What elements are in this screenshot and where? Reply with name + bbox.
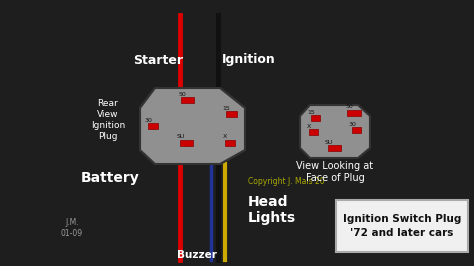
Text: Buzzer: Buzzer [177, 250, 217, 260]
Text: View Looking at
Face of Plug: View Looking at Face of Plug [296, 161, 374, 183]
Text: 15: 15 [307, 110, 315, 114]
Bar [182, 97, 194, 103]
Polygon shape [140, 88, 245, 164]
Text: SU: SU [177, 135, 185, 139]
Text: 50: 50 [178, 92, 186, 97]
Text: Head
Lights: Head Lights [248, 195, 296, 225]
Bar [328, 145, 341, 151]
Text: Rear
View
Ignition
Plug: Rear View Ignition Plug [91, 99, 125, 141]
Text: 15: 15 [222, 106, 230, 110]
Polygon shape [140, 88, 245, 164]
Text: Copyright J. Mais 20: Copyright J. Mais 20 [248, 177, 325, 186]
Text: SU: SU [325, 139, 333, 144]
Text: X: X [307, 123, 311, 128]
Text: Ignition Switch Plug
'72 and later cars: Ignition Switch Plug '72 and later cars [343, 214, 461, 238]
Bar [310, 129, 319, 135]
Bar [181, 140, 193, 146]
Bar [225, 140, 235, 146]
Text: Battery: Battery [81, 171, 139, 185]
Bar [347, 110, 361, 116]
Text: 50: 50 [345, 105, 353, 110]
Polygon shape [300, 105, 370, 158]
Text: 30: 30 [144, 118, 152, 123]
Bar [148, 123, 158, 129]
Text: Starter: Starter [133, 53, 183, 66]
Text: Ignition: Ignition [222, 53, 276, 66]
FancyBboxPatch shape [336, 200, 468, 252]
Text: J.M.
01-09: J.M. 01-09 [61, 218, 83, 238]
Bar [353, 127, 362, 133]
Text: X: X [223, 135, 227, 139]
Bar [311, 115, 320, 121]
Bar [227, 111, 237, 117]
Text: 30: 30 [348, 122, 356, 127]
